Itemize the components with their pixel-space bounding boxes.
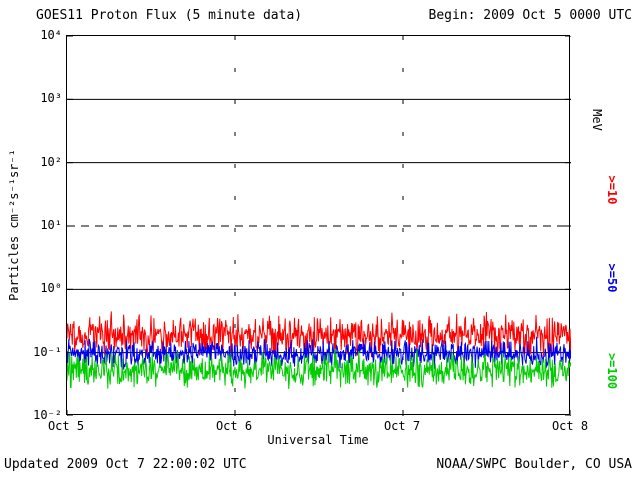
flux-series-line-50 xyxy=(67,336,571,370)
credit-label: NOAA/SWPC Boulder, CO USA xyxy=(436,457,632,472)
y-tick-label: 10² xyxy=(40,154,62,169)
y-tick-label: 10⁴ xyxy=(40,28,62,42)
plot-area xyxy=(66,35,571,416)
x-axis-title: Universal Time xyxy=(267,433,369,447)
y-axis-label: Particles cm⁻²s⁻¹sr⁻¹ xyxy=(7,149,21,301)
series-label-100: >=100 xyxy=(605,352,619,390)
y-tick-label: 10³ xyxy=(40,91,62,106)
series-label-50: >=50 xyxy=(605,263,619,293)
flux-series-line-100 xyxy=(67,348,571,389)
flux-series-line-10 xyxy=(67,311,571,358)
y-tick-label: 10⁰ xyxy=(40,281,62,296)
x-tick-label: Oct 7 xyxy=(383,419,421,433)
y-tick-label: 10¹ xyxy=(40,218,62,232)
chart-title: GOES11 Proton Flux (5 minute data) xyxy=(36,8,303,23)
updated-timestamp: Updated 2009 Oct 7 22:00:02 UTC xyxy=(4,457,247,472)
x-tick-label: Oct 8 xyxy=(551,419,589,433)
x-tick-label: Oct 6 xyxy=(215,419,253,433)
unit-label: MeV xyxy=(590,109,604,131)
begin-timestamp: Begin: 2009 Oct 5 0000 UTC xyxy=(428,8,633,23)
plot-canvas xyxy=(67,36,571,416)
y-tick-label: 10⁻¹ xyxy=(33,344,62,359)
series-label-10: >=10 xyxy=(605,175,619,205)
y-tick-label: 10⁻² xyxy=(33,408,62,422)
x-tick-label: Oct 5 xyxy=(47,419,85,433)
